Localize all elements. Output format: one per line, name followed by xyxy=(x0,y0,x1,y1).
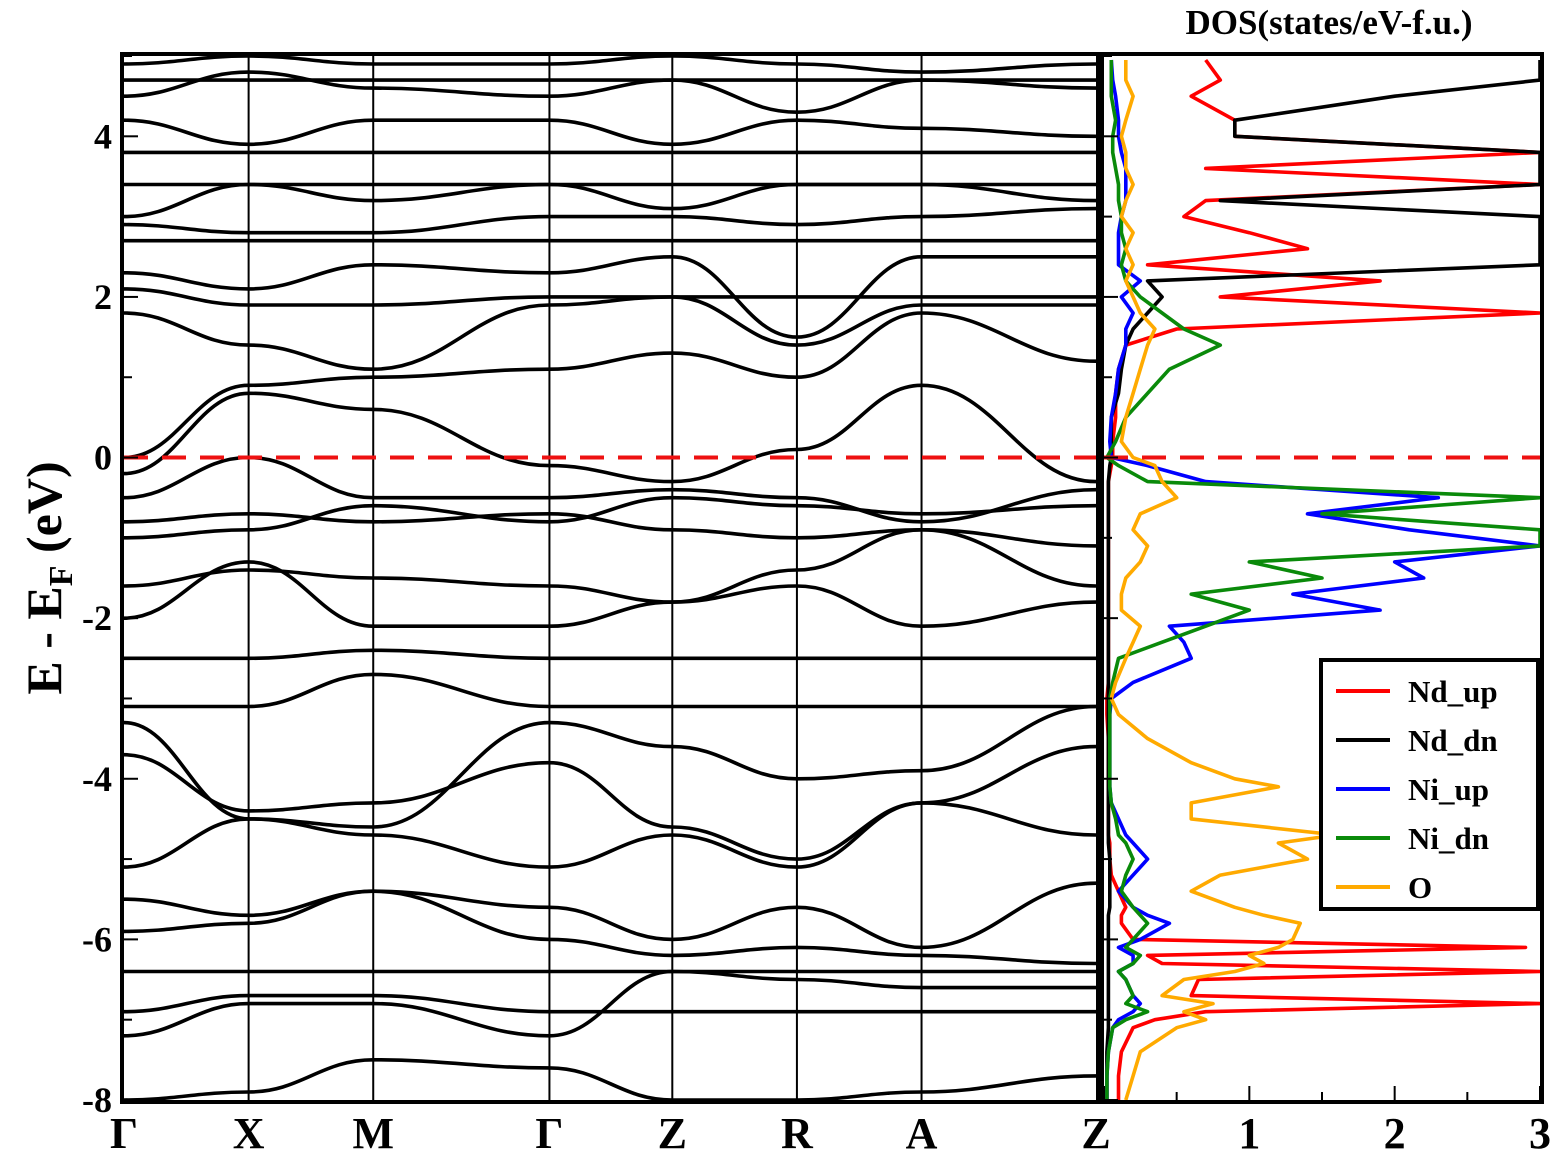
band-line xyxy=(124,648,1096,661)
dos-curve-nd-dn xyxy=(1105,60,1540,1100)
y-tick-label: 0 xyxy=(94,438,112,478)
band-line xyxy=(124,993,1096,1014)
band-structure-panel: 4 2 0 -2 -4 -6 -8 Γ X M Γ Z R A Z xyxy=(82,52,1111,1156)
dos-y-ticks xyxy=(1104,55,1118,1101)
band-line xyxy=(124,1058,1096,1100)
dos-x-tick-label: 3 xyxy=(1529,1109,1551,1156)
ylabel-unit xyxy=(16,553,72,566)
y-tick-label: 2 xyxy=(94,277,112,317)
band-line xyxy=(124,182,1096,219)
band-frame xyxy=(120,52,1100,1104)
kpoint-gridlines xyxy=(247,56,923,1100)
band-line xyxy=(124,295,1096,371)
dos-x-tick-label: 1 xyxy=(1238,1109,1260,1156)
dos-frame xyxy=(1100,52,1544,1104)
band-line xyxy=(124,383,1096,484)
band-y-ticks: 4 2 0 -2 -4 -6 -8 xyxy=(82,55,138,1120)
band-line xyxy=(124,801,1096,869)
band-line xyxy=(124,56,1096,74)
ylabel-main: E - E xyxy=(16,586,72,694)
kpoint-label: Γ xyxy=(535,1109,563,1156)
band-line xyxy=(124,287,1096,307)
dos-curve-ni-up xyxy=(1105,59,1540,1100)
kpoint-label: M xyxy=(352,1109,394,1156)
dos-curves xyxy=(1105,58,1540,1100)
kpoint-label: Z xyxy=(1081,1109,1110,1156)
band-lines xyxy=(124,56,1096,1100)
band-line xyxy=(124,311,1096,460)
band-line xyxy=(124,969,1096,1038)
legend-label: Ni_dn xyxy=(1408,821,1489,856)
y-axis-label: E - EF (eV) xyxy=(16,461,79,694)
y-tick-label: -6 xyxy=(82,919,112,959)
y-tick-label: -4 xyxy=(82,759,112,799)
dos-legend: Nd_up Nd_dn Ni_up Ni_dn O xyxy=(1319,658,1540,911)
dos-title: DOS(states/eV-f.u.) xyxy=(1185,3,1472,42)
band-line xyxy=(124,206,1096,235)
legend-label: Nd_up xyxy=(1408,674,1498,709)
ylabel-sub: F xyxy=(43,565,80,586)
legend-label: Ni_up xyxy=(1408,772,1489,807)
legend-label: O xyxy=(1408,870,1432,905)
kpoint-label: A xyxy=(906,1109,938,1156)
band-line xyxy=(124,560,1096,629)
band-line xyxy=(124,70,1096,114)
ylabel-unit-text: (eV) xyxy=(16,461,72,553)
band-line xyxy=(124,881,1096,950)
band-line xyxy=(124,118,1096,147)
band-line xyxy=(124,254,1096,339)
svg-text:E - EF (eV): E - EF (eV) xyxy=(16,461,79,694)
band-line xyxy=(124,495,1096,540)
band-line xyxy=(124,455,1096,524)
band-line xyxy=(124,704,1096,829)
legend-items: Nd_up Nd_dn Ni_up Ni_dn O xyxy=(1336,674,1498,905)
legend-box xyxy=(1319,658,1540,911)
dos-curve-o xyxy=(1109,60,1339,1100)
band-line xyxy=(124,672,1096,709)
kpoint-label: X xyxy=(233,1109,265,1156)
dos-x-ticks: 1 2 3 xyxy=(1103,1086,1551,1156)
y-tick-label: -2 xyxy=(82,598,112,638)
kpoint-label: R xyxy=(781,1109,814,1156)
band-line xyxy=(124,744,1096,861)
kpoint-label: Γ xyxy=(110,1109,138,1156)
dos-x-tick-label: 2 xyxy=(1384,1109,1406,1156)
dos-curve-nd-up xyxy=(1105,58,1540,1100)
band-line xyxy=(124,889,1096,966)
kpoint-label: Z xyxy=(658,1109,687,1156)
y-tick-label: 4 xyxy=(94,116,112,156)
y-tick-label: -8 xyxy=(82,1080,112,1120)
band-line xyxy=(124,511,1096,548)
legend-label: Nd_dn xyxy=(1408,723,1498,758)
